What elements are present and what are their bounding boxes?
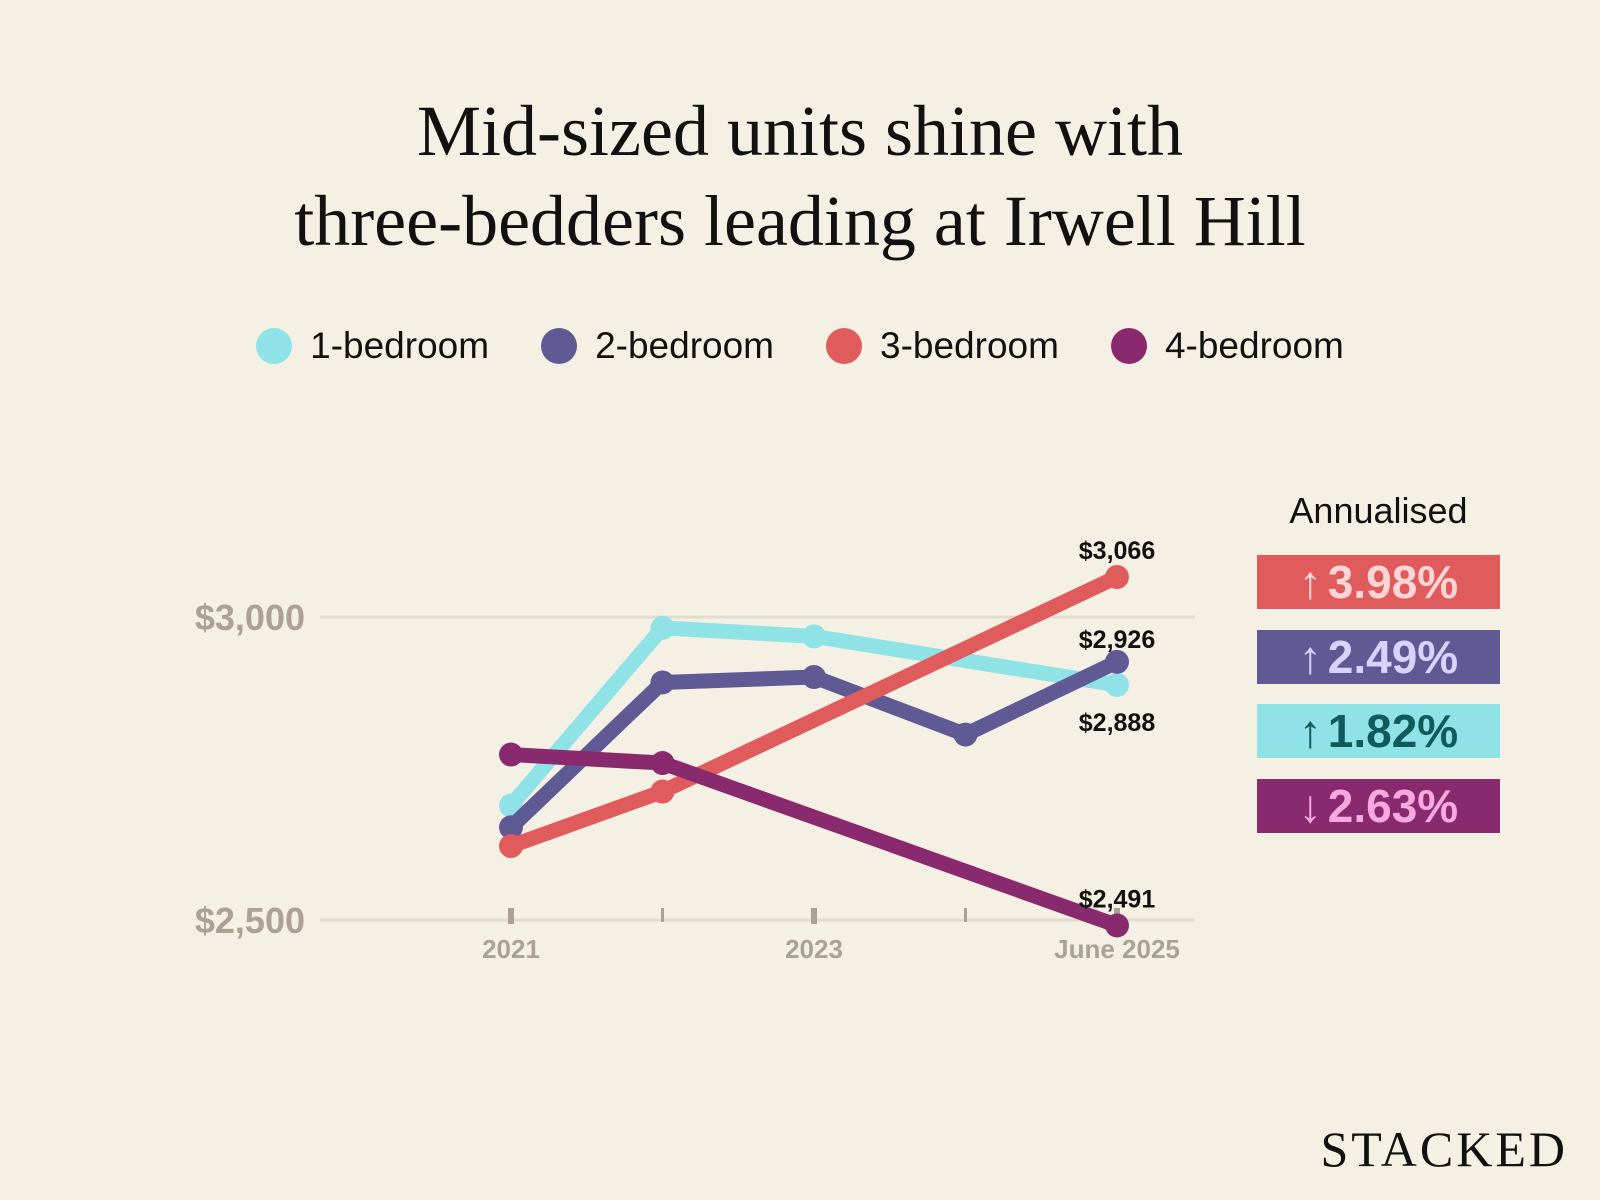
chart-title-line-2: three-bedders leading at Irwell Hill [294,181,1306,261]
end-value-label: $2,491 [1079,885,1156,913]
annualised-badge-1-bedroom: ↑ 1.82% [1257,704,1500,758]
legend-swatch [826,328,862,364]
data-point-1-bedroom [802,624,826,649]
arrow-up-icon: ↑ [1298,630,1322,683]
badge-value: 2.63% [1327,779,1459,832]
data-point-1-bedroom [1105,672,1129,697]
y-tick-label: $2,500 [195,900,305,941]
data-point-2-bedroom [499,815,523,840]
data-point-3-bedroom [499,834,523,859]
annualised-badge-4-bedroom: ↓ 2.63% [1257,778,1500,833]
brand-logo: STACKED [1320,1121,1568,1177]
legend-item: 3-bedroom [826,325,1059,367]
legend-swatch [1110,328,1147,364]
legend: 1-bedroom 2-bedroom 3-bedroom 4-bedroom [0,325,1600,367]
annualised-badge-3-bedroom: ↑ 3.98% [1257,555,1500,609]
badge-value: 1.82% [1327,705,1459,757]
data-point-3-bedroom [650,779,675,804]
legend-swatch [541,328,578,364]
data-point-2-bedroom [650,670,675,695]
x-tick-label: 2023 [785,934,843,964]
data-point-2-bedroom [802,664,826,689]
data-point-1-bedroom [650,615,675,640]
annualised-badge-2-bedroom: ↑ 2.49% [1257,629,1500,684]
legend-label: 1-bedroom [310,325,490,366]
x-tick-label: June 2025 [1054,934,1180,964]
series-line-4-bedroom [503,747,1125,933]
data-point-4-bedroom [499,742,523,767]
data-point-3-bedroom [1105,565,1129,590]
legend-item: 1-bedroom [256,325,489,367]
end-value-label: $2,926 [1079,626,1155,654]
arrow-down-icon: ↓ [1298,779,1322,832]
legend-label: 4-bedroom [1164,325,1344,366]
arrow-up-icon: ↑ [1298,705,1322,757]
y-tick-label: $3,000 [195,597,305,638]
end-value-label: $2,888 [1079,709,1156,737]
arrow-up-icon: ↑ [1298,556,1322,608]
data-point-2-bedroom [953,722,978,747]
series-line-1-bedroom [503,620,1125,813]
badge-value: 3.98% [1327,556,1459,608]
legend-item: 4-bedroom [1110,325,1344,367]
data-point-4-bedroom [1105,913,1129,938]
end-value-label: $3,066 [1079,537,1155,565]
x-tick-label: 2021 [482,934,540,964]
badge-value: 2.49% [1327,630,1459,683]
data-point-2-bedroom [1105,649,1129,674]
annualised-label: Annualised [1289,490,1468,531]
legend-swatch [256,328,293,364]
chart-title-line-1: Mid-sized units shine with [417,91,1183,171]
legend-label: 2-bedroom [595,325,774,366]
legend-label: 3-bedroom [880,325,1059,366]
legend-item: 2-bedroom [541,325,774,367]
data-point-4-bedroom [650,751,675,776]
